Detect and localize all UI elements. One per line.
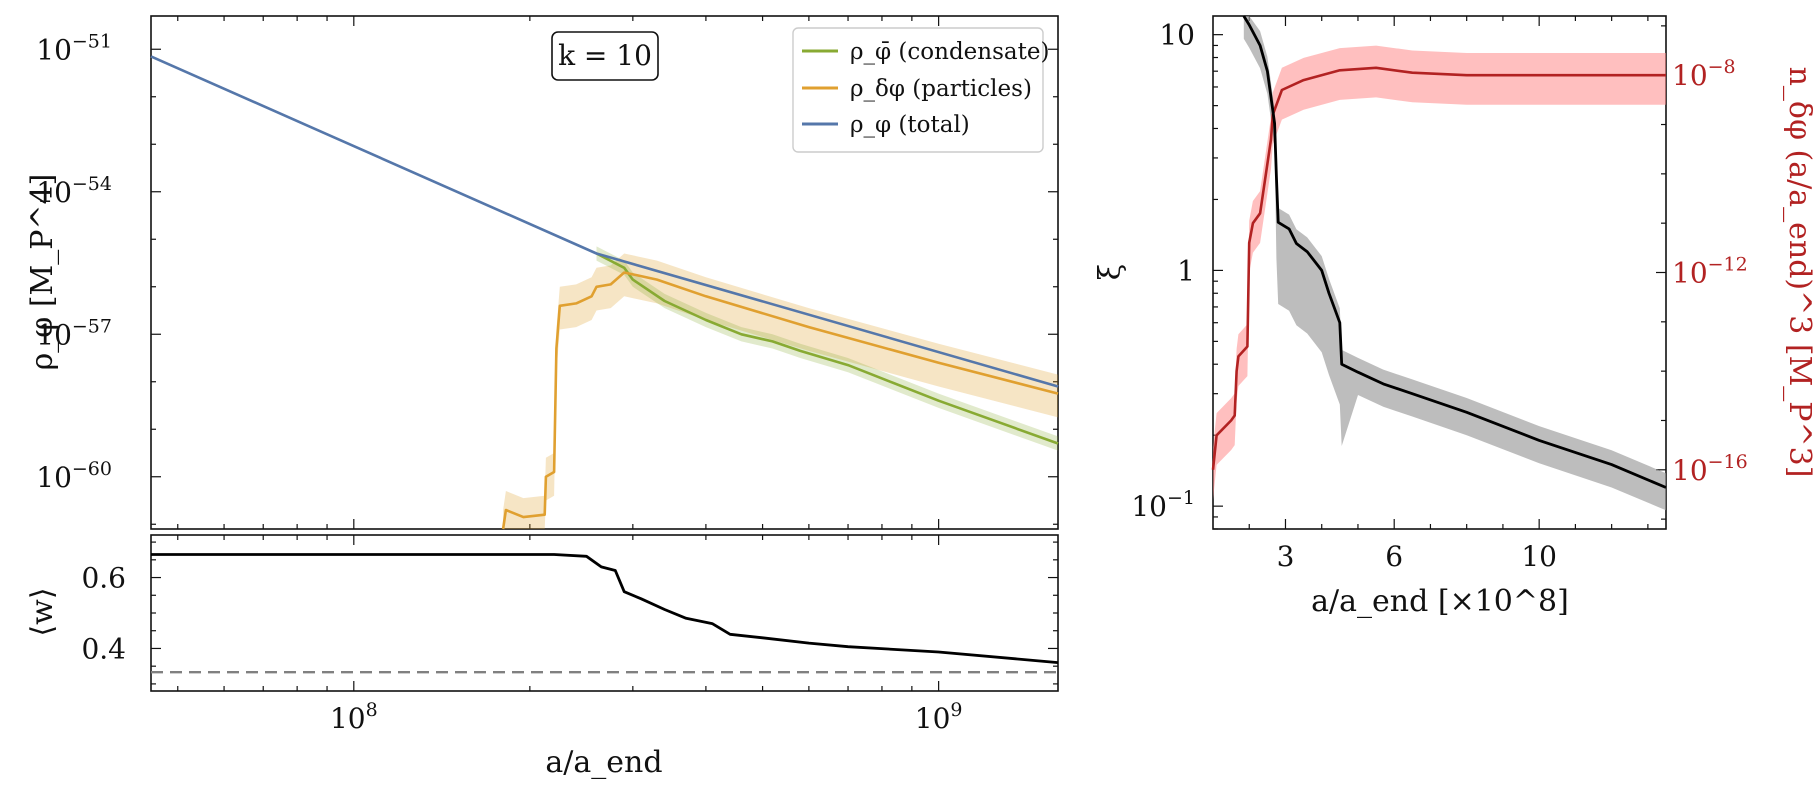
bottom-left-plot: 0.4 0.6 108 109 — [81, 535, 1059, 735]
n-band — [1213, 45, 1666, 500]
condensate-band — [596, 246, 1058, 451]
top-left-frame — [150, 15, 1059, 530]
n-series-line — [1211, 66, 1666, 470]
right-left-ytick-label: 10 — [1159, 19, 1195, 52]
total-series-line — [150, 55, 1059, 388]
particles-band — [503, 253, 1059, 529]
right-xtick-label: 10 — [1521, 540, 1557, 573]
bottom-left-frame — [150, 534, 1059, 692]
right-xlabel: a/a_end [×10^8] — [1311, 584, 1569, 619]
right-right-ytick-label: 10−16 — [1672, 451, 1748, 487]
right-xtick-label: 6 — [1385, 540, 1403, 573]
condensate-series-line — [595, 252, 1059, 445]
top-left-ytick-label: 10−51 — [36, 30, 112, 66]
xi-band — [1243, 16, 1666, 511]
bottom-left-ytick-label: 0.4 — [81, 632, 126, 665]
top-left-plot: 10−51 10−54 10−57 10−60 — [36, 16, 1059, 530]
annotation-text: k = 10 — [558, 39, 652, 72]
bottom-left-xlabel: a/a_end — [545, 745, 662, 780]
right-left-ytick-label: 10−1 — [1131, 487, 1195, 523]
right-right-ytick-label: 10−8 — [1672, 56, 1736, 92]
bottom-left-xtick-label: 109 — [915, 699, 963, 735]
w-series-line — [151, 553, 1059, 664]
legend-total-label: ρ_φ (total) — [850, 112, 970, 138]
particles-series-line — [501, 271, 1059, 530]
right-xtick-label: 3 — [1277, 540, 1295, 573]
legend-particles-label: ρ_δφ (particles) — [850, 76, 1032, 102]
bottom-left-ytick-label: 0.6 — [81, 562, 126, 595]
right-right-ytick-label: 10−12 — [1672, 254, 1748, 290]
top-left-ytick-label: 10−57 — [36, 315, 112, 351]
right-ylabel-secondary: n_δφ (a/a_end)^3 [M_P^3] — [1782, 67, 1817, 478]
bottom-left-ylabel: ⟨w⟩ — [25, 587, 60, 636]
right-left-ytick-label: 1 — [1177, 254, 1195, 287]
top-left-ytick-label: 10−54 — [36, 173, 112, 209]
legend-condensate-label: ρ_φ̄ (condensate) — [850, 39, 1049, 65]
right-ylabel: ξ — [1093, 264, 1128, 281]
top-left-ylabel: ρ_φ [M_P^4] — [25, 174, 60, 371]
xi-series-line — [1242, 15, 1667, 489]
annotation-box — [551, 31, 659, 81]
right-plot: 3 6 10 10 1 10−1 10−8 10−12 10−16 — [1131, 15, 1748, 573]
legend-box — [792, 27, 1044, 153]
top-left-ytick-label: 10−60 — [36, 458, 112, 494]
bottom-left-xtick-label: 108 — [330, 699, 378, 735]
